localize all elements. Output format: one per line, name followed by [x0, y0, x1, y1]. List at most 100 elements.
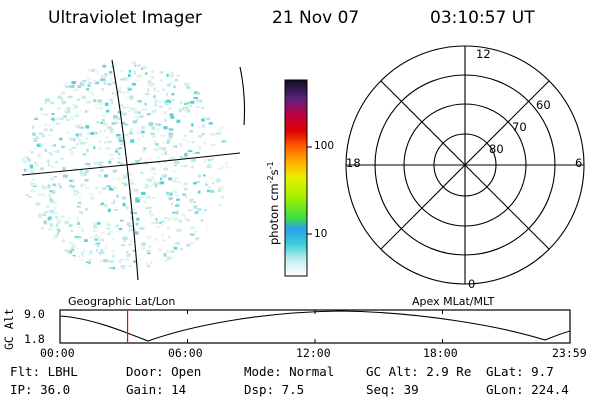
uv-pixel — [116, 134, 121, 137]
uv-pixel — [121, 244, 126, 247]
uv-pixel — [128, 265, 131, 267]
uv-pixel — [116, 230, 121, 233]
uv-pixel — [151, 197, 156, 199]
uv-pixel — [161, 147, 166, 151]
uv-pixel — [143, 200, 147, 204]
uv-pixel — [185, 109, 191, 113]
uv-pixel — [193, 182, 197, 185]
glon-readout: GLon: 224.4 — [486, 382, 569, 397]
uv-pixel — [193, 97, 198, 99]
uv-pixel — [117, 152, 121, 156]
uv-pixel — [171, 93, 175, 96]
uv-pixel — [35, 116, 38, 119]
geographic-grid-lines — [21, 59, 246, 281]
uv-pixel — [76, 221, 81, 225]
uv-pixel — [111, 92, 114, 95]
uv-pixel — [163, 126, 168, 130]
uv-pixel — [148, 122, 153, 126]
uv-pixel — [123, 107, 126, 109]
uv-pixel — [198, 146, 201, 150]
uv-pixel — [103, 259, 107, 262]
uv-pixel — [41, 134, 45, 138]
uv-pixel — [200, 219, 204, 222]
uv-pixel — [112, 81, 116, 85]
uv-pixel — [109, 157, 115, 161]
uv-pixel — [96, 70, 99, 75]
uv-pixel — [53, 235, 58, 238]
uv-pixel — [218, 189, 222, 192]
uv-pixel — [117, 157, 122, 159]
uv-pixel — [56, 122, 61, 125]
uv-pixel — [118, 260, 122, 264]
mlat-label-70: 70 — [512, 120, 527, 134]
strip-xtick-2359: 23:59 — [552, 346, 587, 360]
uv-pixel — [141, 68, 144, 70]
uv-pixel — [35, 162, 39, 167]
uv-pixel — [73, 106, 78, 110]
uv-pixel — [82, 153, 86, 156]
uv-pixel — [51, 190, 56, 194]
uv-pixel — [65, 82, 69, 84]
uv-pixel — [127, 87, 132, 91]
uv-pixel — [51, 144, 55, 147]
uv-pixel — [125, 258, 129, 261]
uv-pixel — [84, 110, 88, 113]
uv-pixel — [176, 119, 181, 123]
uv-pixel — [96, 236, 101, 239]
uv-pixel — [50, 218, 54, 222]
uv-pixel — [41, 184, 45, 188]
uv-pixel — [100, 249, 104, 253]
strip-xtick-1800: 18:00 — [423, 346, 458, 360]
uv-pixel — [57, 220, 61, 224]
uv-pixel — [151, 110, 156, 114]
altitude-curve — [59, 310, 571, 342]
uv-pixel — [53, 143, 57, 147]
uv-pixel — [77, 85, 81, 88]
uv-pixel — [184, 82, 187, 86]
uv-pixel — [84, 141, 89, 144]
mlt-label-0: 0 — [468, 277, 476, 291]
uv-pixel — [130, 130, 133, 133]
uv-pixel — [184, 152, 188, 156]
uv-pixel — [221, 166, 224, 169]
uv-pixel — [160, 79, 163, 82]
uv-pixel — [106, 109, 110, 113]
uv-pixel — [108, 140, 112, 144]
uv-pixel — [77, 133, 83, 137]
uv-pixel — [135, 79, 140, 82]
uv-pixel — [133, 110, 139, 114]
uv-pixel — [80, 141, 85, 145]
uv-pixel — [158, 100, 163, 103]
uv-pixel — [156, 161, 161, 164]
uv-pixel — [107, 83, 112, 86]
uv-pixel — [157, 127, 160, 132]
uv-pixel — [128, 178, 131, 181]
uv-pixel — [92, 230, 96, 232]
uv-pixel — [178, 219, 182, 223]
uv-pixel — [136, 258, 142, 261]
uv-pixel — [159, 181, 164, 185]
uv-pixel — [59, 185, 62, 189]
uv-pixel — [154, 122, 159, 125]
uv-pixel — [167, 83, 171, 87]
uv-pixel — [148, 245, 152, 248]
uv-pixel — [172, 211, 177, 214]
colorbar — [284, 79, 308, 277]
uv-pixel — [194, 91, 199, 95]
uv-pixel — [108, 73, 113, 76]
uv-pixel — [220, 196, 224, 199]
uv-pixel — [153, 148, 158, 151]
uv-pixel — [69, 95, 72, 99]
uv-pixel — [164, 221, 167, 223]
uv-pixel — [186, 243, 191, 247]
uv-pixel — [182, 115, 187, 118]
uv-pixel — [158, 248, 162, 253]
uv-pixel — [147, 88, 150, 93]
uv-pixel — [77, 201, 82, 204]
uv-pixel — [106, 147, 111, 150]
uv-pixel — [66, 119, 70, 122]
uv-pixel — [117, 117, 121, 120]
uv-pixel — [43, 128, 48, 132]
uv-pixel — [207, 228, 211, 231]
gc-alt-readout: GC Alt: 2.9 Re — [366, 364, 472, 379]
